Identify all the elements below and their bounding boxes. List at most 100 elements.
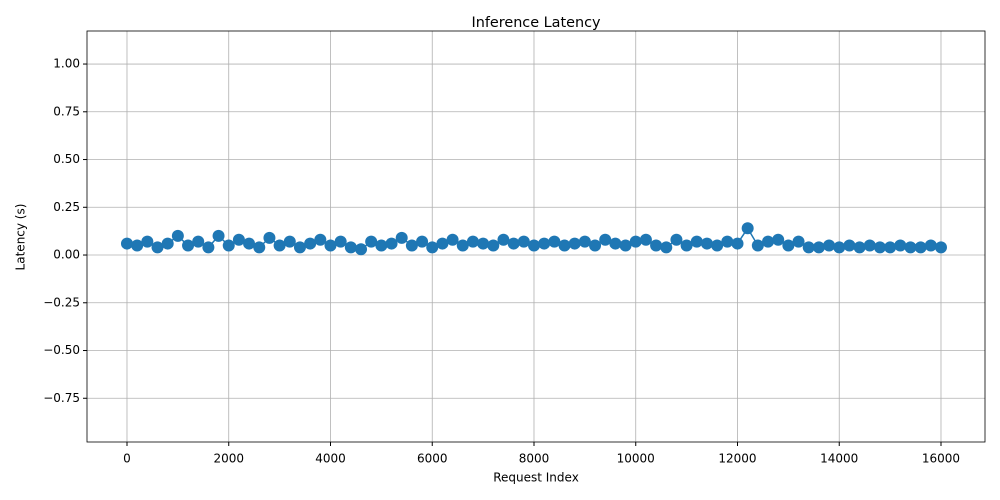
point bbox=[385, 237, 398, 250]
point bbox=[497, 233, 510, 246]
point bbox=[324, 239, 337, 252]
point bbox=[304, 237, 317, 250]
point bbox=[253, 241, 266, 254]
point bbox=[293, 241, 306, 254]
point bbox=[212, 229, 225, 242]
point bbox=[924, 239, 937, 252]
y-tick-label: −0.25 bbox=[43, 295, 80, 309]
point bbox=[558, 239, 571, 252]
point bbox=[120, 237, 133, 250]
point bbox=[914, 241, 927, 254]
point bbox=[772, 233, 785, 246]
point bbox=[762, 235, 775, 248]
point bbox=[395, 231, 408, 244]
point bbox=[405, 239, 418, 252]
point bbox=[711, 239, 724, 252]
y-tick-label: 0.50 bbox=[53, 152, 80, 166]
point bbox=[365, 235, 378, 248]
point bbox=[517, 235, 530, 248]
point bbox=[141, 235, 154, 248]
x-tick-label: 6000 bbox=[417, 452, 448, 466]
plot-area bbox=[87, 31, 985, 442]
point bbox=[843, 239, 856, 252]
point bbox=[202, 241, 215, 254]
y-axis-label: Latency (s) bbox=[14, 204, 28, 271]
point bbox=[904, 241, 917, 254]
y-tick-label: 0.25 bbox=[53, 200, 80, 214]
x-tick-label: 14000 bbox=[820, 452, 858, 466]
point bbox=[609, 237, 622, 250]
point bbox=[873, 241, 886, 254]
point bbox=[232, 233, 245, 246]
point bbox=[741, 222, 754, 235]
point bbox=[812, 241, 825, 254]
point bbox=[690, 235, 703, 248]
point bbox=[731, 237, 744, 250]
point bbox=[721, 235, 734, 248]
point bbox=[700, 237, 713, 250]
point bbox=[538, 237, 551, 250]
point bbox=[568, 237, 581, 250]
x-axis-label: Request Index bbox=[493, 471, 579, 485]
point bbox=[375, 239, 388, 252]
y-tick-label: −0.75 bbox=[43, 391, 80, 405]
point bbox=[619, 239, 632, 252]
x-tick-label: 8000 bbox=[519, 452, 550, 466]
point bbox=[283, 235, 296, 248]
point bbox=[751, 239, 764, 252]
point bbox=[863, 239, 876, 252]
point bbox=[670, 233, 683, 246]
x-tick-label: 0 bbox=[123, 452, 131, 466]
x-tick-label: 10000 bbox=[617, 452, 655, 466]
point bbox=[507, 237, 520, 250]
x-tick-label: 4000 bbox=[315, 452, 346, 466]
point bbox=[192, 235, 205, 248]
point bbox=[894, 239, 907, 252]
point bbox=[934, 241, 947, 254]
point bbox=[182, 239, 195, 252]
point bbox=[660, 241, 673, 254]
point bbox=[527, 239, 540, 252]
point bbox=[151, 241, 164, 254]
point bbox=[344, 241, 357, 254]
point bbox=[171, 229, 184, 242]
point bbox=[629, 235, 642, 248]
point bbox=[466, 235, 479, 248]
point bbox=[792, 235, 805, 248]
point bbox=[161, 237, 174, 250]
point bbox=[680, 239, 693, 252]
point bbox=[456, 239, 469, 252]
point bbox=[782, 239, 795, 252]
point bbox=[833, 241, 846, 254]
point bbox=[131, 239, 144, 252]
point bbox=[578, 235, 591, 248]
point bbox=[487, 239, 500, 252]
axes-frame bbox=[86, 30, 986, 443]
y-tick-label: −0.50 bbox=[43, 343, 80, 357]
y-tick-label: 0.00 bbox=[53, 248, 80, 262]
point bbox=[436, 237, 449, 250]
point bbox=[650, 239, 663, 252]
point bbox=[446, 233, 459, 246]
point bbox=[589, 239, 602, 252]
point bbox=[222, 239, 235, 252]
x-tick-label: 2000 bbox=[213, 452, 244, 466]
chart-title: Inference Latency bbox=[471, 15, 601, 31]
point bbox=[416, 235, 429, 248]
point bbox=[853, 241, 866, 254]
point bbox=[355, 243, 368, 256]
point bbox=[426, 241, 439, 254]
point bbox=[273, 239, 286, 252]
point bbox=[314, 233, 327, 246]
point bbox=[243, 237, 256, 250]
x-tick-label: 16000 bbox=[922, 452, 960, 466]
point bbox=[884, 241, 897, 254]
point bbox=[639, 233, 652, 246]
point bbox=[263, 231, 276, 244]
point bbox=[802, 241, 815, 254]
point bbox=[477, 237, 490, 250]
point bbox=[548, 235, 561, 248]
point bbox=[823, 239, 836, 252]
